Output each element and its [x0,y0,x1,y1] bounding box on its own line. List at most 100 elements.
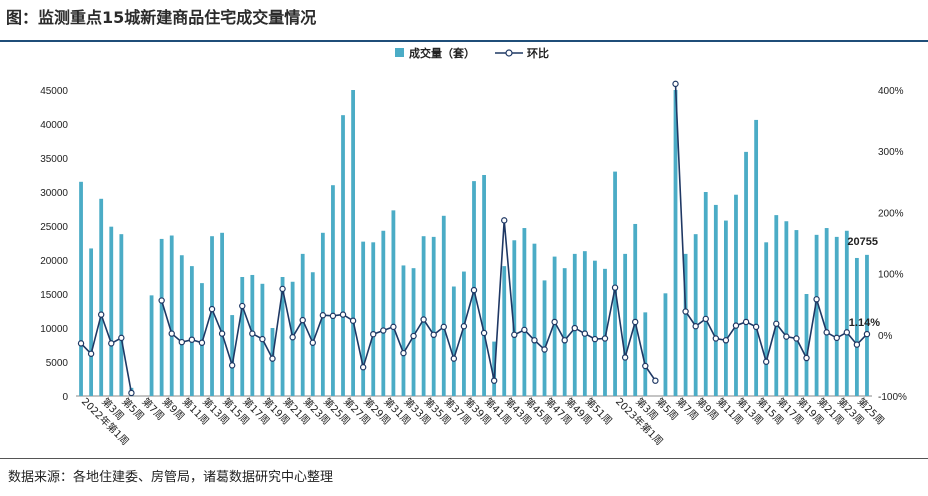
bar [341,115,345,396]
line-point [329,312,337,320]
bar [109,226,114,396]
line-point [359,364,367,371]
line-point [783,333,790,340]
bar [310,272,315,396]
line-point [752,323,760,331]
line-point [793,335,800,342]
bar [119,234,124,396]
line-point [611,284,619,291]
line-point [742,318,750,326]
y-right-tick-label: 0% [878,331,893,342]
line-point [97,311,105,318]
line-point [319,312,327,319]
bar [613,171,617,396]
line-point [87,350,95,357]
line-point [269,355,276,362]
bar [804,294,809,396]
bar [240,277,245,396]
bar [431,236,436,396]
line-point [863,330,871,338]
line-point [843,329,851,336]
bar [794,230,799,396]
line-point [501,217,508,224]
line-point [228,362,236,369]
bar [280,277,285,396]
bar [220,232,225,396]
bar [99,198,104,396]
bar-series [79,90,869,397]
line-point [480,329,488,337]
chart: 成交量（套） 环比 0 5000 10000 15000 20000 25000 30000 3… [40,46,907,448]
bar [713,204,718,396]
bar [210,236,214,396]
bar [401,265,406,396]
line-point [410,332,417,340]
last-line-value-label: 1.14% [849,317,880,329]
bar [502,266,507,396]
bar [331,185,335,396]
y-right-tick-label: 100% [878,270,904,281]
bar [421,236,426,396]
line-point [561,337,568,344]
line-point [168,330,175,337]
line-point [833,334,840,342]
y-right-tick-label: 400% [878,86,904,97]
bar [824,228,829,396]
last-bar-value-label: 20755 [847,236,878,248]
line-point [158,297,165,304]
line-point [77,340,85,347]
bar [159,238,164,396]
y-left-tick-label: 30000 [40,188,68,199]
annotations: 20755 1.14% [847,236,880,329]
source-note: 数据来源：各地住建委、房管局，诸葛数据研究中心整理 [8,470,334,485]
y-left-tick-label: 10000 [40,324,68,335]
line-point [390,323,397,331]
bar [774,215,779,396]
line-point [823,329,830,336]
line-point [490,377,498,384]
bar [542,280,547,396]
bar [230,315,235,396]
legend-line-marker [505,49,513,57]
y-left-tick-label: 20000 [40,256,68,267]
line-point [460,323,468,330]
bar [270,328,275,396]
line-point [601,335,609,342]
bar [814,234,819,396]
line-point [380,327,387,334]
line-point [259,335,266,343]
x-tick-label: 第9周 [694,395,722,423]
bar [754,119,759,397]
bar [462,271,466,396]
line-point [511,331,518,338]
x-tick-label: 第7周 [139,395,167,423]
bar [593,260,597,396]
line-point [208,305,216,313]
line-point [853,341,861,348]
y-right-tick-label: -100% [878,392,907,403]
line-point [400,349,407,357]
x-tick-label: 第5周 [653,395,681,423]
line-point [571,324,578,332]
line-point [128,389,135,397]
bar [663,293,668,396]
bar [381,230,386,396]
y-left-tick-label: 5000 [46,358,69,369]
line-point [682,308,689,315]
bar [351,90,355,396]
line-point [108,340,115,347]
bar [744,151,748,396]
line-point [632,318,639,326]
bar [683,253,688,396]
bar [734,194,738,396]
x-tick-label: 第7周 [673,395,701,423]
line-point [309,339,316,346]
y-left-tick-label: 35000 [40,154,68,165]
line-point [218,330,226,337]
line-point [420,316,427,323]
y-left-tick-label: 15000 [40,290,68,301]
y-left-tick-label: 40000 [40,120,68,131]
bar [603,268,607,396]
line-point [732,322,740,329]
bar [371,242,376,396]
